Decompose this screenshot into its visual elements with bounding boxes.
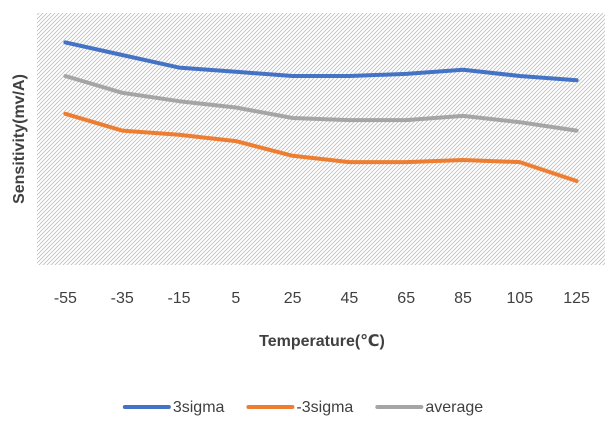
y-axis-title: Sensitivity(mv/A) [11,74,28,204]
x-tick-label: 85 [454,290,472,307]
plot-area [37,13,605,265]
legend-label-3sigma: 3sigma [173,399,225,416]
x-tick-label: 125 [563,290,590,307]
x-tick-label: 25 [284,290,302,307]
x-tick-label: 105 [506,290,533,307]
x-tick-label: -35 [111,290,134,307]
x-tick-label: -55 [54,290,77,307]
x-tick-labels: -55 -35 -15 5 25 45 65 85 105 125 [54,290,590,307]
legend-label-average: average [425,399,483,416]
series-line--3sigma [63,111,579,183]
x-axis-title: Temperature(℃) [259,333,385,350]
series-line-3sigma [63,40,579,83]
x-tick-label: 5 [231,290,240,307]
x-tick-label: -15 [167,290,190,307]
series-lines [63,40,579,183]
legend: 3sigma -3sigma average [122,399,483,416]
series-line-average [63,74,579,133]
x-tick-label: 45 [341,290,359,307]
x-tick-label: 65 [397,290,415,307]
legend-label--3sigma: -3sigma [296,399,353,416]
